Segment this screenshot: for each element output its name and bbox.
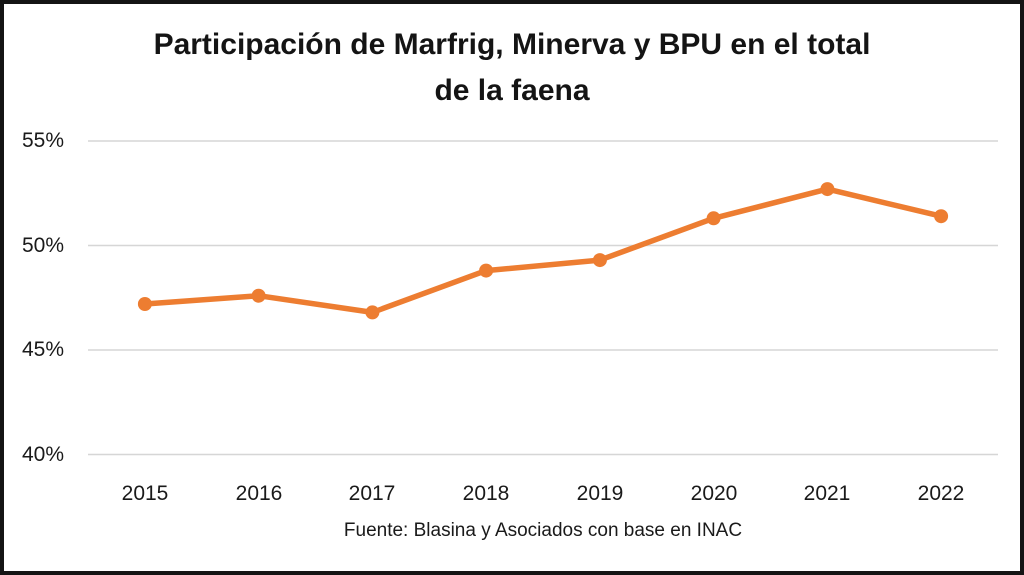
x-tick-label: 2019 (576, 482, 624, 505)
x-axis: 2015 2016 2017 2018 2019 2020 2021 2022 (0, 481, 1024, 509)
x-tick-label: 2021 (803, 482, 851, 505)
x-tick-label: 2016 (235, 482, 283, 505)
x-tick-label: 2020 (690, 482, 738, 505)
data-point (479, 263, 494, 278)
x-tick-label: 2022 (917, 482, 965, 505)
source-caption: Fuente: Blasina y Asociados con base en … (343, 520, 743, 541)
chart-title-line-2: de la faena (434, 74, 590, 107)
chart-title-line-1: Participación de Marfrig, Minerva y BPU … (153, 28, 871, 61)
x-tick-label: 2015 (121, 482, 169, 505)
data-point (251, 288, 266, 303)
data-point (137, 297, 152, 311)
data-point (706, 211, 721, 226)
x-tick-label: 2018 (462, 482, 510, 505)
data-point (934, 209, 949, 224)
chart-title: Participación de Marfrig, Minerva y BPU … (0, 22, 1024, 114)
x-tick-label: 2017 (348, 482, 396, 505)
data-point (365, 305, 380, 320)
y-tick-label: 45% (21, 338, 64, 361)
data-point (820, 182, 835, 197)
y-axis: 55% 50% 45% 40% (0, 0, 70, 575)
data-line (142, 186, 944, 316)
data-point (592, 253, 607, 268)
y-tick-label: 55% (21, 129, 64, 152)
y-tick-label: 40% (21, 443, 64, 466)
y-tick-label: 50% (21, 234, 64, 257)
